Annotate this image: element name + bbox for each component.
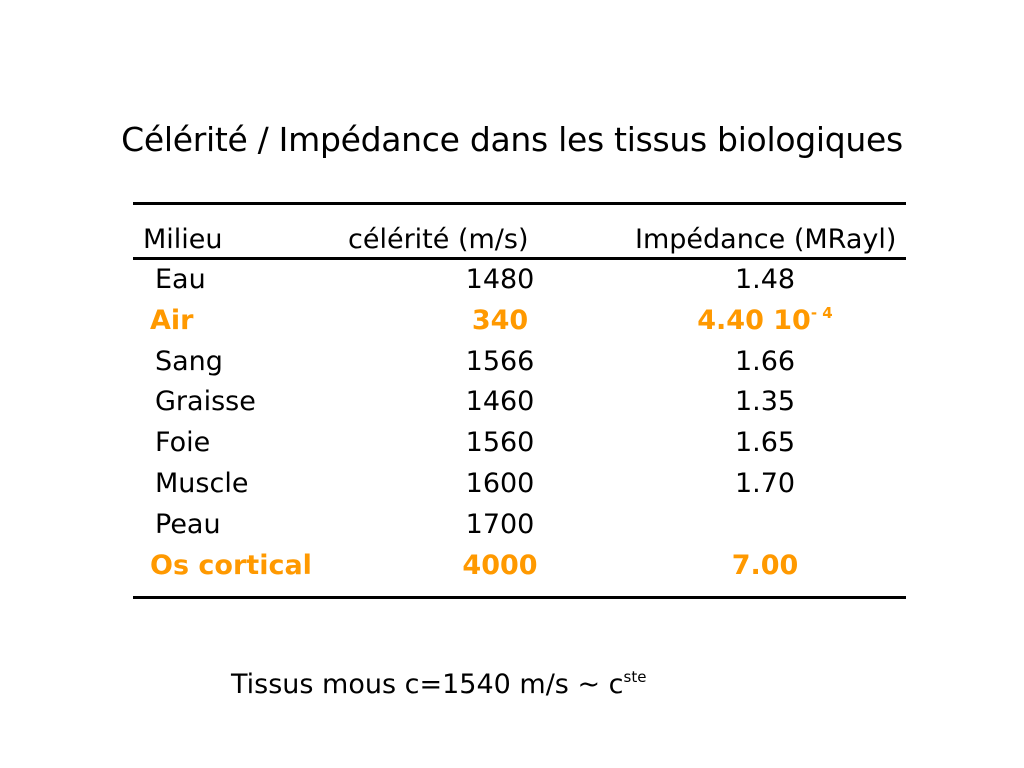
cell-celerite: 340 [471, 305, 529, 336]
cell-milieu: Foie [155, 427, 211, 458]
cell-celerite: 4000 [462, 550, 538, 581]
table-header-rule [133, 257, 906, 260]
impedance-value: 1.66 [734, 346, 796, 377]
cell-milieu: Sang [155, 346, 223, 377]
cell-celerite: 1460 [465, 386, 535, 417]
cell-impedance: 7.00 [685, 549, 845, 583]
impedance-value: 7.00 [731, 550, 799, 581]
cell-impedance: 1.48 [685, 263, 845, 297]
cell-impedance: 1.70 [685, 467, 845, 501]
cell-milieu: Os cortical [150, 550, 312, 581]
cell-celerite: 1566 [465, 346, 535, 377]
footnote-text: Tissus mous c=1540 m/s ~ c [231, 669, 624, 700]
cell-celerite: 1560 [465, 427, 535, 458]
impedance-exponent: - 4 [810, 304, 833, 322]
cell-celerite: 1600 [465, 468, 535, 499]
header-celerite: célérité (m/s) [348, 224, 529, 255]
header-milieu: Milieu [143, 224, 223, 255]
cell-milieu: Peau [155, 509, 221, 540]
impedance-value: 4.40 10 [697, 305, 811, 336]
table-bottom-rule [133, 596, 906, 599]
impedance-value: 1.48 [734, 264, 796, 295]
cell-impedance: 1.35 [685, 385, 845, 419]
slide-title: Célérité / Impédance dans les tissus bio… [121, 120, 903, 159]
impedance-value: 1.35 [734, 386, 796, 417]
cell-impedance: 4.40 10- 4 [685, 304, 845, 338]
cell-impedance: 1.66 [685, 345, 845, 379]
table-top-rule [133, 202, 906, 205]
footnote-sup: ste [623, 668, 647, 686]
impedance-value: 1.70 [734, 468, 796, 499]
header-impedance: Impédance (MRayl) [635, 224, 897, 255]
cell-milieu: Graisse [155, 386, 256, 417]
cell-celerite: 1700 [465, 509, 535, 540]
cell-impedance: 1.65 [685, 426, 845, 460]
cell-milieu: Eau [155, 264, 206, 295]
cell-milieu: Air [150, 305, 194, 336]
footnote: Tissus mous c=1540 m/s ~ cste [231, 668, 646, 702]
impedance-value: 1.65 [734, 427, 796, 458]
cell-milieu: Muscle [155, 468, 249, 499]
cell-celerite: 1480 [465, 264, 535, 295]
